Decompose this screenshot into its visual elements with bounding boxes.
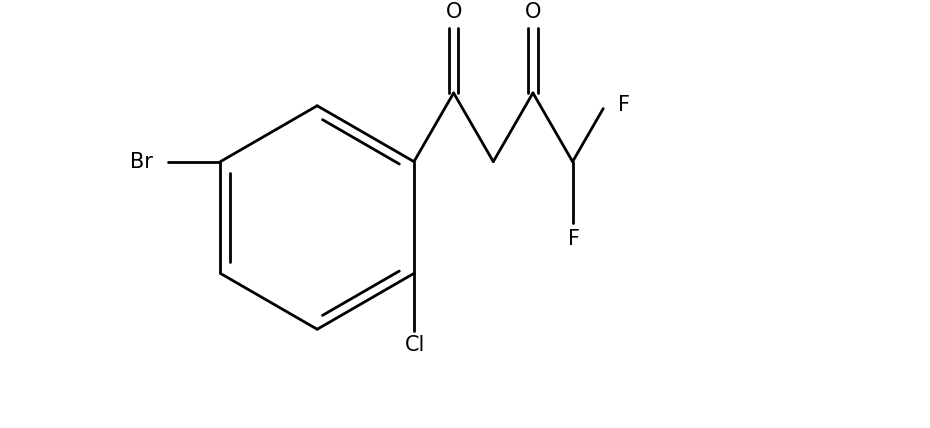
Text: F: F [618, 95, 630, 115]
Text: Br: Br [130, 152, 153, 172]
Text: O: O [445, 2, 462, 22]
Text: Cl: Cl [405, 336, 426, 356]
Text: F: F [568, 229, 580, 249]
Text: O: O [525, 2, 541, 22]
